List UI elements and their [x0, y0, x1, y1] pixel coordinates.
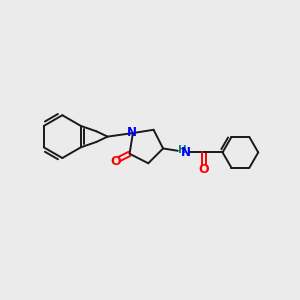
Text: N: N [127, 126, 137, 139]
Text: O: O [199, 163, 209, 176]
Text: N: N [181, 146, 191, 159]
Text: O: O [110, 154, 121, 168]
Text: H: H [178, 145, 187, 155]
